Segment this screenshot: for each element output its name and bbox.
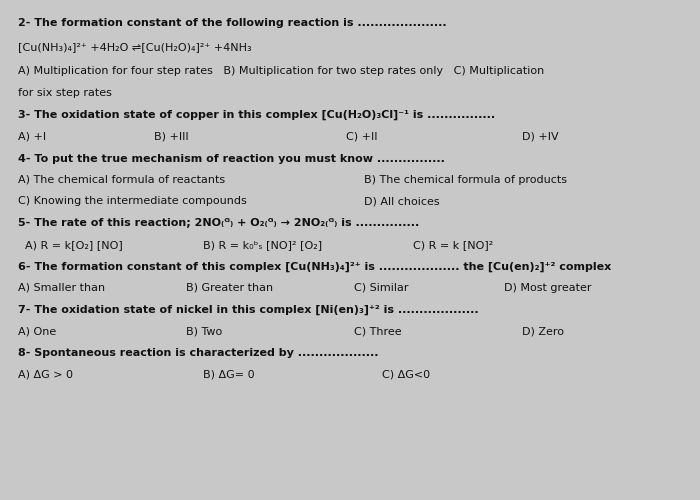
Text: D) All choices: D) All choices bbox=[364, 196, 440, 206]
Text: B) ΔG= 0: B) ΔG= 0 bbox=[203, 370, 255, 380]
Text: 7- The oxidation state of nickel in this complex [Ni(en)₃]⁺² is ................: 7- The oxidation state of nickel in this… bbox=[18, 304, 478, 314]
Text: D) +IV: D) +IV bbox=[522, 132, 558, 141]
Text: C) +II: C) +II bbox=[346, 132, 378, 141]
Text: B) Two: B) Two bbox=[186, 326, 222, 336]
Text: D) Zero: D) Zero bbox=[522, 326, 564, 336]
Text: [Cu(NH₃)₄]²⁺ +4H₂O ⇌[Cu(H₂O)₄]²⁺ +4NH₃: [Cu(NH₃)₄]²⁺ +4H₂O ⇌[Cu(H₂O)₄]²⁺ +4NH₃ bbox=[18, 42, 251, 52]
Text: C) Three: C) Three bbox=[354, 326, 401, 336]
Text: 6- The formation constant of this complex [Cu(NH₃)₄]²⁺ is ................... th: 6- The formation constant of this comple… bbox=[18, 262, 610, 272]
Text: 5- The rate of this reaction; 2NO₍ᴳ₎ + O₂₍ᴳ₎ → 2NO₂₍ᴳ₎ is ...............: 5- The rate of this reaction; 2NO₍ᴳ₎ + O… bbox=[18, 218, 419, 228]
Text: 4- To put the true mechanism of reaction you must know ................: 4- To put the true mechanism of reaction… bbox=[18, 154, 444, 164]
Text: for six step rates: for six step rates bbox=[18, 88, 111, 98]
Text: D) Most greater: D) Most greater bbox=[504, 283, 592, 293]
Text: C) ΔG<0: C) ΔG<0 bbox=[382, 370, 430, 380]
Text: A) ΔG > 0: A) ΔG > 0 bbox=[18, 370, 73, 380]
Text: C) R = k [NO]²: C) R = k [NO]² bbox=[413, 240, 494, 250]
Text: B) +III: B) +III bbox=[154, 132, 188, 141]
Text: A) The chemical formula of reactants: A) The chemical formula of reactants bbox=[18, 175, 225, 185]
Text: A) One: A) One bbox=[18, 326, 56, 336]
Text: 2- The formation constant of the following reaction is .....................: 2- The formation constant of the followi… bbox=[18, 18, 446, 28]
Text: B) Greater than: B) Greater than bbox=[186, 283, 272, 293]
Text: B) R = k₀ᵇₛ [NO]² [O₂]: B) R = k₀ᵇₛ [NO]² [O₂] bbox=[203, 240, 322, 250]
Text: C) Similar: C) Similar bbox=[354, 283, 408, 293]
Text: 8- Spontaneous reaction is characterized by ...................: 8- Spontaneous reaction is characterized… bbox=[18, 348, 378, 358]
Text: C) Knowing the intermediate compounds: C) Knowing the intermediate compounds bbox=[18, 196, 246, 206]
Text: 3- The oxidation state of copper in this complex [Cu(H₂O)₃Cl]⁻¹ is .............: 3- The oxidation state of copper in this… bbox=[18, 110, 495, 120]
Text: A) +I: A) +I bbox=[18, 132, 46, 141]
Text: A) Smaller than: A) Smaller than bbox=[18, 283, 104, 293]
Text: A) R = k[O₂] [NO]: A) R = k[O₂] [NO] bbox=[25, 240, 122, 250]
Text: A) Multiplication for four step rates   B) Multiplication for two step rates onl: A) Multiplication for four step rates B)… bbox=[18, 66, 544, 76]
Text: B) The chemical formula of products: B) The chemical formula of products bbox=[364, 175, 567, 185]
